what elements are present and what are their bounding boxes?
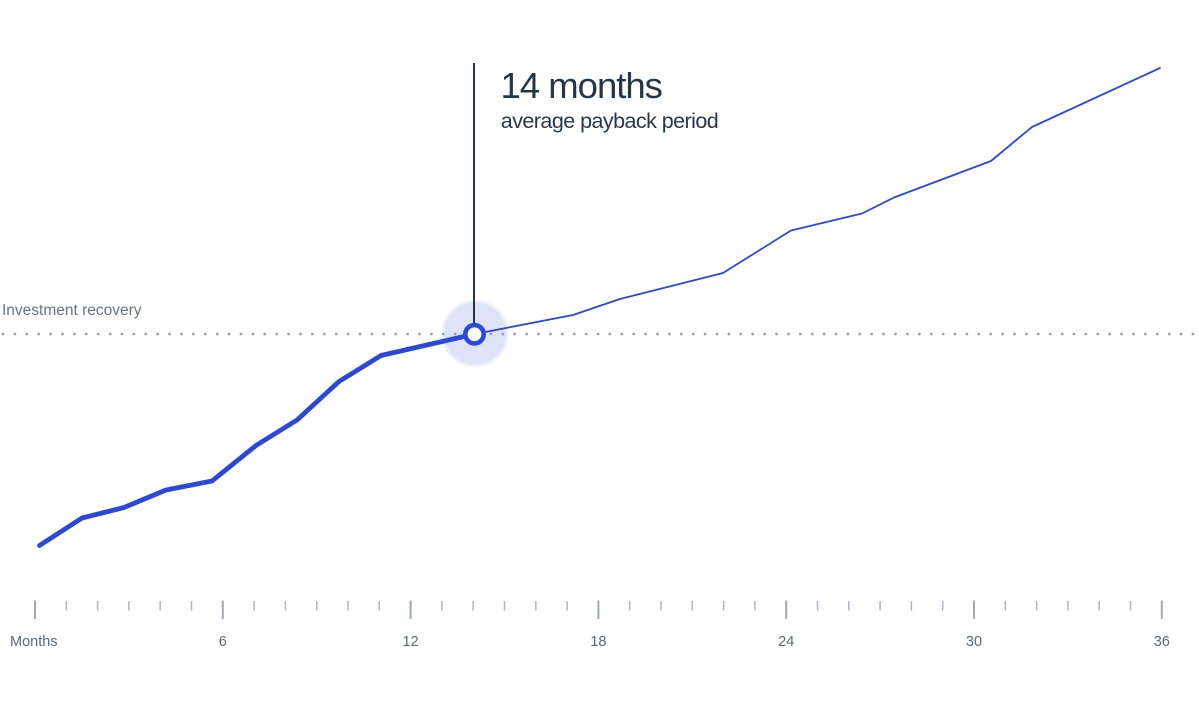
svg-text:Months: Months xyxy=(10,634,58,650)
svg-text:14 months: 14 months xyxy=(501,65,662,106)
svg-text:Investment recovery: Investment recovery xyxy=(2,302,142,319)
svg-text:24: 24 xyxy=(778,634,794,650)
svg-text:36: 36 xyxy=(1154,634,1170,650)
svg-text:12: 12 xyxy=(403,634,419,650)
svg-text:30: 30 xyxy=(966,634,982,650)
svg-text:6: 6 xyxy=(219,634,227,650)
svg-text:18: 18 xyxy=(590,634,606,650)
svg-text:average payback period: average payback period xyxy=(501,109,718,133)
